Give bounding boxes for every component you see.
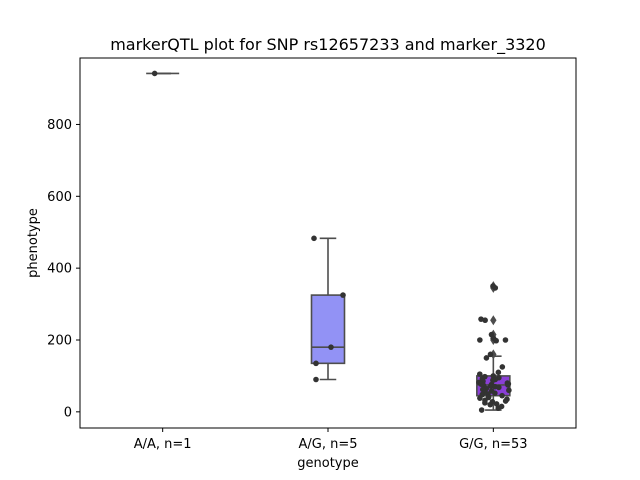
data-point — [151, 70, 158, 77]
x-axis-label: genotype — [297, 456, 358, 471]
y-tick-label: 200 — [47, 333, 72, 348]
x-tick-label: A/G, n=5 — [298, 437, 357, 452]
box-2 — [310, 237, 346, 381]
chart-title: markerQTL plot for SNP rs12657233 and ma… — [110, 35, 546, 55]
data-point — [492, 390, 498, 396]
data-point — [487, 351, 494, 358]
x-tick-label: G/G, n=53 — [459, 437, 527, 452]
data-point — [313, 360, 319, 367]
y-axis: 0 200 400 600 800 — [47, 118, 80, 420]
data-point — [313, 376, 319, 383]
data-point — [483, 355, 490, 361]
data-point — [502, 398, 509, 404]
data-point — [495, 405, 502, 412]
data-point — [506, 387, 512, 394]
y-axis-label: phenotype — [26, 208, 41, 278]
data-point — [482, 317, 488, 324]
data-point — [495, 369, 502, 376]
y-tick-label: 800 — [47, 118, 72, 133]
data-point — [502, 337, 509, 343]
data-point — [477, 395, 483, 401]
data-point — [477, 337, 483, 343]
data-point — [493, 337, 499, 344]
data-point — [340, 292, 346, 298]
x-tick-label: A/A, n=1 — [134, 437, 192, 452]
data-point — [328, 344, 334, 350]
data-point — [496, 384, 502, 391]
data-point — [505, 382, 511, 388]
data-point — [487, 383, 494, 389]
data-point — [499, 392, 505, 399]
data-point — [482, 400, 488, 406]
data-point — [478, 407, 485, 413]
data-point — [499, 364, 506, 370]
data-point — [493, 401, 500, 407]
box-body — [310, 294, 346, 365]
y-tick-label: 600 — [47, 190, 72, 205]
data-point — [490, 377, 496, 384]
data-point — [492, 285, 499, 291]
y-tick-label: 0 — [64, 405, 72, 420]
plot-area — [146, 70, 512, 413]
outlier-marker — [490, 315, 497, 326]
data-point — [311, 235, 317, 242]
data-point — [476, 371, 483, 377]
y-tick-label: 400 — [47, 262, 72, 277]
data-point — [487, 401, 493, 408]
x-axis: A/A, n=1 A/G, n=5 G/G, n=53 — [134, 428, 528, 452]
